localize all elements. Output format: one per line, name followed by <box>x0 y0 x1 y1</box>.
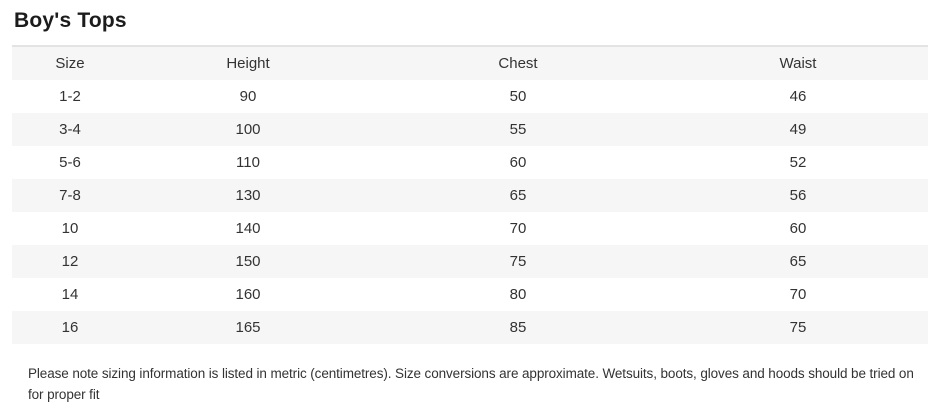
table-cell: 16 <box>61 319 79 336</box>
table-cell: 56 <box>789 187 807 204</box>
table-row: 5-6 110 60 52 <box>12 146 928 179</box>
table-cell: 49 <box>789 121 807 138</box>
table-cell: 65 <box>509 187 527 204</box>
table-cell: 10 <box>61 220 79 237</box>
table-cell: 65 <box>789 253 807 270</box>
size-table-body: 1-2 90 50 46 3-4 100 55 49 5-6 110 60 52 7-8 130 65 56 1… <box>12 80 928 344</box>
table-row: 16 165 85 75 <box>12 311 928 344</box>
table-cell: 12 <box>61 253 79 270</box>
sizing-footnote: Please note sizing information is listed… <box>28 366 914 402</box>
table-cell: 14 <box>61 286 79 303</box>
table-row: 7-8 130 65 56 <box>12 179 928 212</box>
table-cell: 75 <box>509 253 527 270</box>
table-cell: 60 <box>509 154 527 171</box>
table-cell: 165 <box>235 319 261 336</box>
table-cell: 60 <box>789 220 807 237</box>
column-header-size: Size <box>55 55 85 72</box>
table-cell: 3-4 <box>59 121 81 138</box>
table-cell: 70 <box>509 220 527 237</box>
table-cell: 90 <box>239 88 257 105</box>
table-cell: 150 <box>235 253 261 270</box>
column-header-waist: Waist <box>779 55 817 72</box>
table-cell: 50 <box>509 88 527 105</box>
table-cell: 130 <box>235 187 261 204</box>
page-title: Boy's Tops <box>14 9 127 32</box>
table-cell: 46 <box>789 88 807 105</box>
table-cell: 5-6 <box>59 154 81 171</box>
table-row: 1-2 90 50 46 <box>12 80 928 113</box>
table-cell: 100 <box>235 121 261 138</box>
table-cell: 70 <box>789 286 807 303</box>
table-row: 12 150 75 65 <box>12 245 928 278</box>
column-header-chest: Chest <box>498 55 538 72</box>
table-cell: 7-8 <box>59 187 81 204</box>
table-cell: 75 <box>789 319 807 336</box>
table-cell: 52 <box>789 154 807 171</box>
table-cell: 160 <box>235 286 261 303</box>
table-row: 10 140 70 60 <box>12 212 928 245</box>
table-cell: 140 <box>235 220 261 237</box>
table-cell: 80 <box>509 286 527 303</box>
table-row: 14 160 80 70 <box>12 278 928 311</box>
table-row: 3-4 100 55 49 <box>12 113 928 146</box>
table-cell: 55 <box>509 121 527 138</box>
size-table-header: Size Height Chest Waist <box>12 46 928 80</box>
table-cell: 1-2 <box>59 88 81 105</box>
table-cell: 110 <box>236 154 260 171</box>
table-cell: 85 <box>509 319 527 336</box>
size-table: Size Height Chest Waist 1-2 90 50 46 3-4 100 55 49… <box>12 45 928 344</box>
header-row: Size Height Chest Waist <box>12 46 928 80</box>
column-header-height: Height <box>226 55 270 72</box>
